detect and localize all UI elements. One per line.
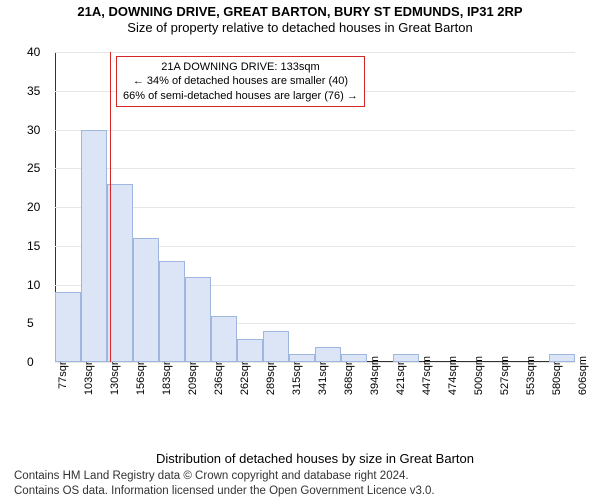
histogram-bar <box>289 354 315 362</box>
annotation-line: ← 34% of detached houses are smaller (40… <box>123 74 358 88</box>
x-tick: 394sqm <box>369 356 381 395</box>
x-axis-label: Distribution of detached houses by size … <box>55 451 575 466</box>
histogram-bar <box>341 354 367 362</box>
y-tick: 25 <box>27 161 40 175</box>
y-tick: 10 <box>27 278 40 292</box>
annotation-box: 21A DOWNING DRIVE: 133sqm← 34% of detach… <box>116 56 365 107</box>
histogram-bar <box>549 354 575 362</box>
credit-line-1: Contains HM Land Registry data © Crown c… <box>14 469 435 483</box>
y-tick: 5 <box>27 316 34 330</box>
gridline <box>55 207 575 208</box>
y-tick: 40 <box>27 45 40 59</box>
reference-line <box>110 52 111 362</box>
histogram-bar <box>211 316 237 363</box>
gridline <box>55 362 575 363</box>
credit-text: Contains HM Land Registry data © Crown c… <box>14 469 435 498</box>
page-title: 21A, DOWNING DRIVE, GREAT BARTON, BURY S… <box>0 4 600 19</box>
histogram-bar <box>237 339 263 362</box>
histogram-bar <box>133 238 159 362</box>
gridline <box>55 52 575 53</box>
x-tick: 500sqm <box>473 356 485 395</box>
y-tick: 0 <box>27 355 34 369</box>
gridline <box>55 168 575 169</box>
histogram-bar <box>81 130 107 363</box>
histogram-bar <box>55 292 81 362</box>
page-subtitle: Size of property relative to detached ho… <box>0 20 600 35</box>
histogram-bar <box>159 261 185 362</box>
annotation-line: 66% of semi-detached houses are larger (… <box>123 89 358 103</box>
x-tick: 553sqm <box>525 356 537 395</box>
y-tick: 30 <box>27 123 40 137</box>
histogram-bar <box>185 277 211 362</box>
y-tick: 35 <box>27 84 40 98</box>
y-tick: 20 <box>27 200 40 214</box>
annotation-line: 21A DOWNING DRIVE: 133sqm <box>123 60 358 74</box>
histogram-bar <box>263 331 289 362</box>
histogram-chart: Number of detached properties 0510152025… <box>55 52 575 422</box>
credit-line-2: Contains OS data. Information licensed u… <box>14 484 435 498</box>
gridline <box>55 130 575 131</box>
x-tick: 606sqm <box>577 356 589 395</box>
x-tick: 447sqm <box>421 356 433 395</box>
y-tick: 15 <box>27 239 40 253</box>
histogram-bar <box>393 354 419 362</box>
x-tick: 527sqm <box>499 356 511 395</box>
x-tick: 474sqm <box>447 356 459 395</box>
plot-area: 051015202530354077sqm103sqm130sqm156sqm1… <box>55 52 575 362</box>
histogram-bar <box>315 347 341 363</box>
